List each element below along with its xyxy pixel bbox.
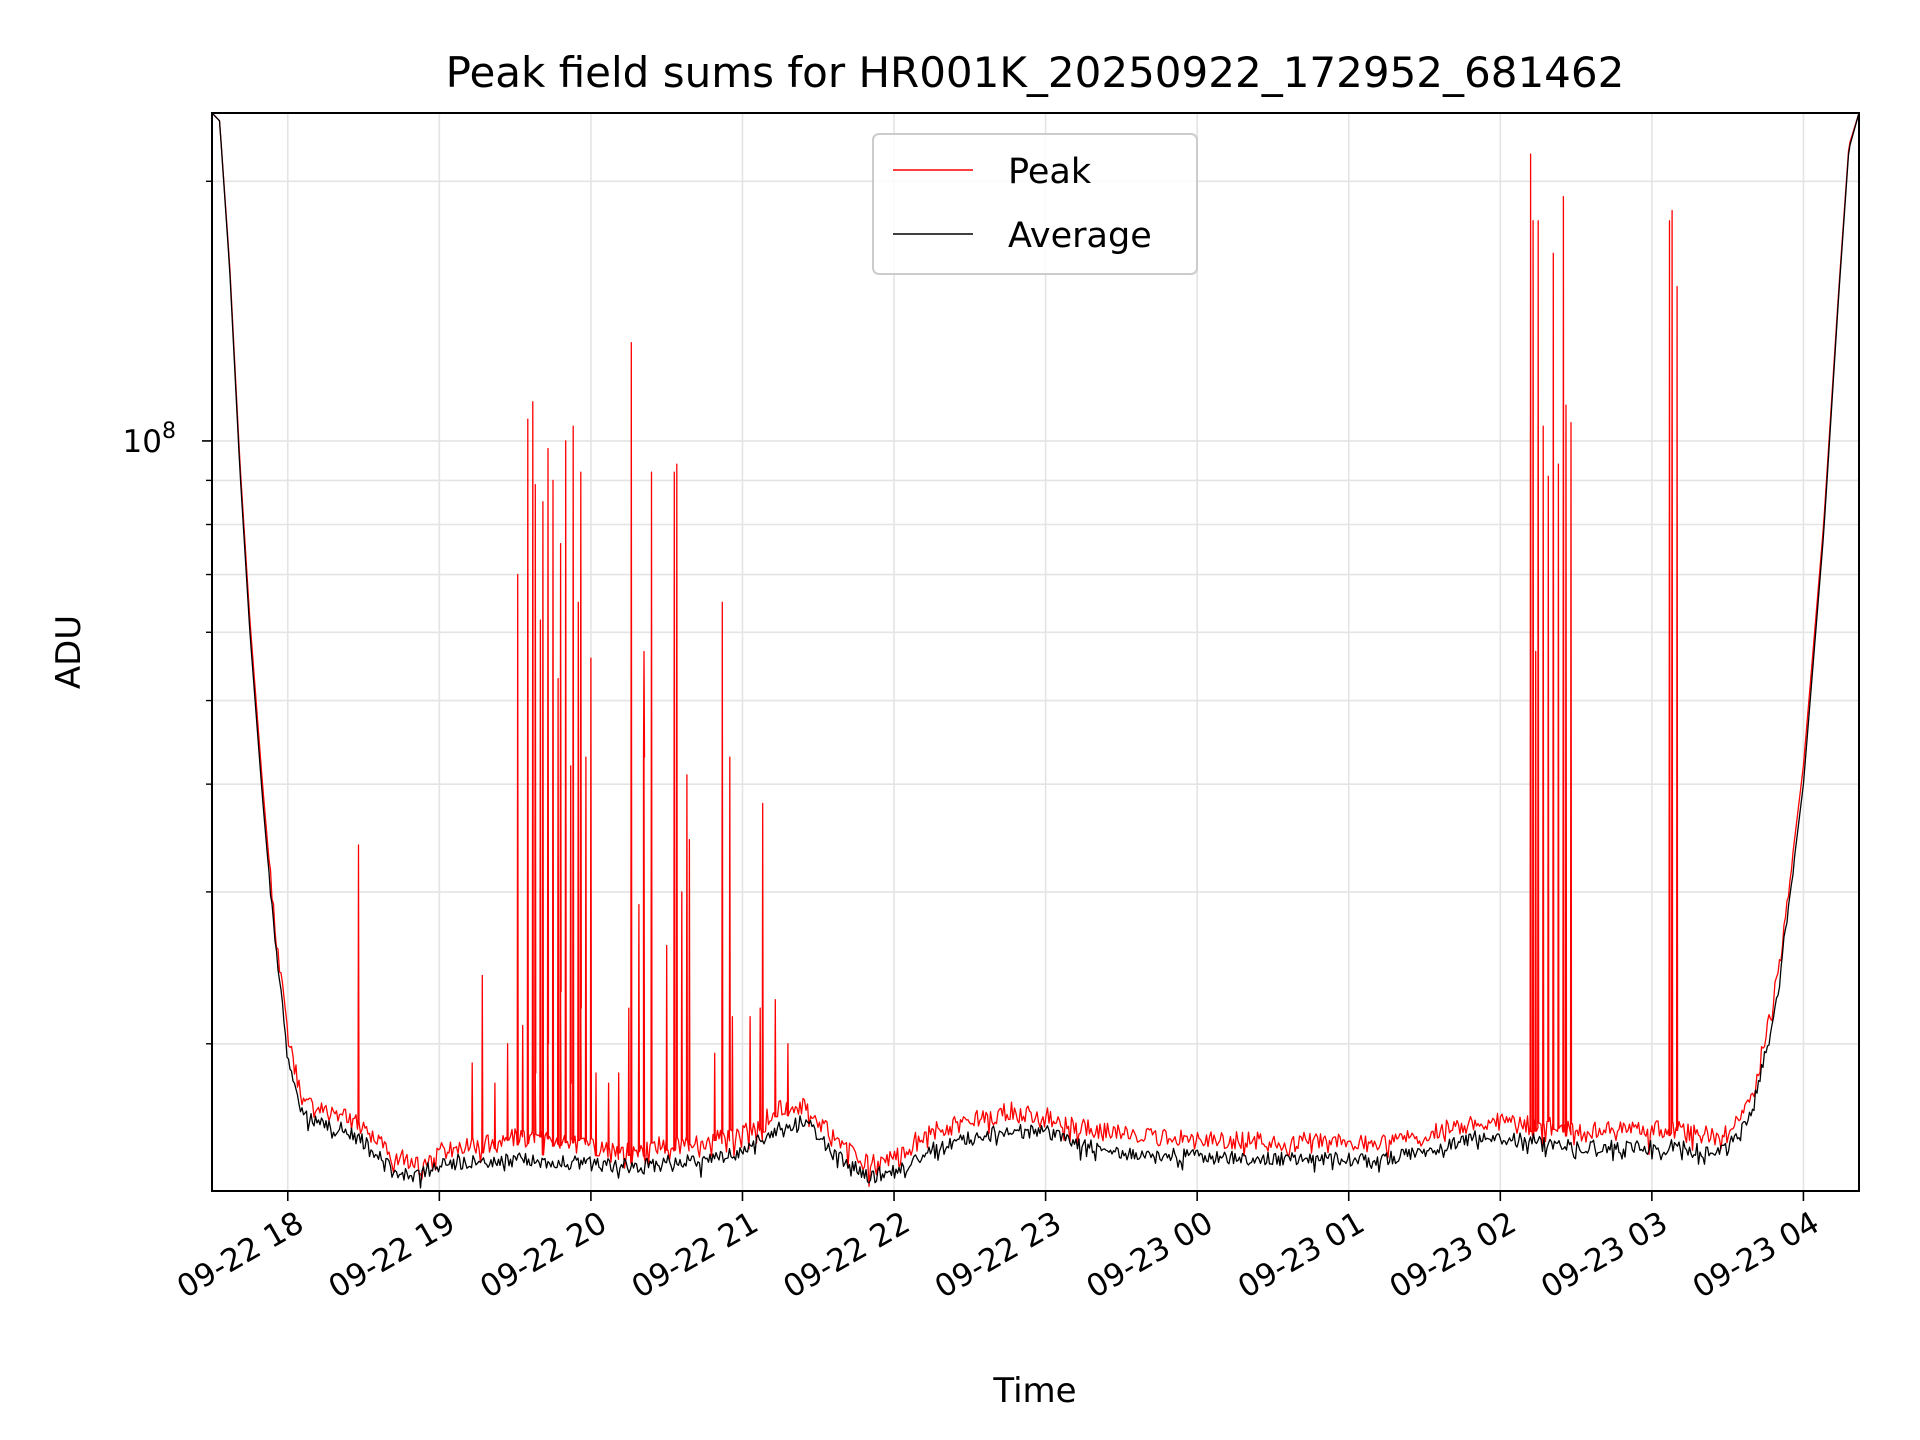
legend-label-average: Average	[1008, 216, 1152, 256]
y-gridlines	[212, 180, 1859, 1045]
series-line-average	[212, 113, 1859, 1189]
x-gridlines	[286, 113, 1805, 1191]
legend: Peak Average	[872, 133, 1198, 275]
x-axis-label: Time	[992, 1371, 1076, 1411]
y-axis-label: ADU	[49, 615, 89, 689]
chart-title: Peak field sums for HR001K_20250922_1729…	[446, 48, 1625, 97]
plot-frame	[211, 112, 1860, 1192]
series-line-peak	[212, 113, 1859, 1187]
legend-box	[872, 133, 1198, 275]
legend-label-peak: Peak	[1008, 152, 1092, 192]
